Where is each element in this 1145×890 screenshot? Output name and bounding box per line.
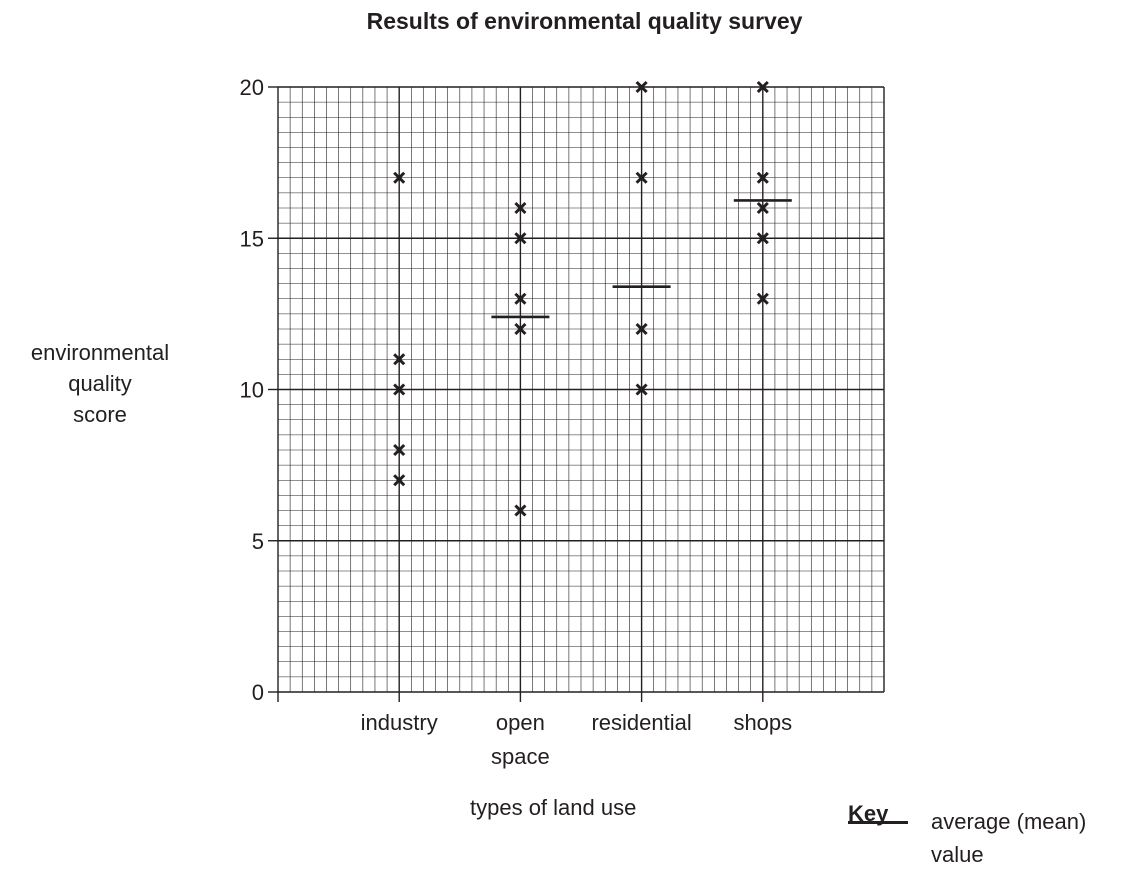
- x-axis-label: types of land use: [470, 795, 637, 820]
- data-point-stroke: [756, 232, 769, 245]
- data-point: [514, 504, 527, 517]
- data-point-stroke: [393, 383, 406, 396]
- data-point-stroke: [393, 474, 406, 487]
- category-label: industry: [361, 710, 438, 735]
- category-label: residential: [591, 710, 691, 735]
- y-tick-label: 10: [240, 378, 264, 403]
- data-point-stroke: [514, 201, 527, 215]
- y-tick-label: 0: [252, 680, 264, 705]
- data-point-stroke: [635, 322, 648, 336]
- data-point: [756, 292, 769, 305]
- y-axis-label: environmental quality score: [0, 337, 200, 430]
- data-point-stroke: [393, 171, 406, 184]
- data-point-stroke: [756, 80, 769, 94]
- grid: [277, 86, 885, 693]
- data-point-stroke: [756, 292, 769, 305]
- data-point: [635, 383, 648, 396]
- data-point: [635, 80, 648, 94]
- key-mean-line-swatch: [848, 821, 908, 824]
- data-point-stroke: [635, 383, 648, 396]
- data-point: [635, 171, 648, 184]
- data-point-stroke: [514, 322, 527, 336]
- data-point: [756, 232, 769, 245]
- category-label: space: [491, 744, 550, 769]
- category-label: open: [496, 710, 545, 735]
- y-tick-label: 20: [240, 75, 264, 100]
- data-point: [514, 201, 527, 215]
- data-point: [756, 201, 769, 215]
- data-point-stroke: [756, 171, 769, 184]
- data-point: [514, 322, 527, 336]
- y-axis-label-line-3: score: [73, 402, 127, 427]
- y-axis-label-line-1: environmental: [30, 340, 170, 365]
- data-point: [514, 232, 527, 245]
- data-point-stroke: [514, 232, 527, 245]
- data-point: [635, 322, 648, 336]
- data-point-stroke: [393, 443, 406, 457]
- key-label-line-2: value: [931, 842, 984, 867]
- data-point: [756, 171, 769, 184]
- data-point-stroke: [635, 171, 648, 184]
- y-tick-label: 5: [252, 529, 264, 554]
- chart-title: Results of environmental quality survey: [366, 8, 803, 34]
- data-point: [756, 80, 769, 94]
- data-point-stroke: [756, 201, 769, 215]
- category-label: shops: [733, 710, 792, 735]
- y-tick-label: 15: [240, 226, 264, 251]
- data-point-stroke: [514, 292, 527, 305]
- data-point: [393, 353, 406, 366]
- data-point: [393, 474, 406, 487]
- data-point-stroke: [514, 504, 527, 517]
- key-label-line-1: average (mean): [931, 809, 1087, 834]
- key-label: average (mean) value: [931, 805, 1086, 871]
- data-point: [393, 443, 406, 457]
- data-point-stroke: [393, 353, 406, 366]
- data-point: [393, 171, 406, 184]
- data-point-stroke: [635, 80, 648, 94]
- data-point: [393, 383, 406, 396]
- y-axis-label-line-2: quality: [68, 371, 132, 396]
- data-point: [514, 292, 527, 305]
